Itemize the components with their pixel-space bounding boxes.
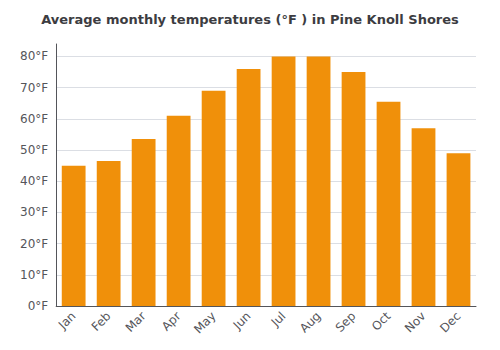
svg-text:70°F: 70°F — [20, 81, 48, 95]
svg-text:Jun: Jun — [230, 309, 254, 333]
svg-text:Nov: Nov — [402, 309, 428, 335]
svg-text:Feb: Feb — [89, 309, 114, 334]
svg-text:Oct: Oct — [369, 309, 394, 334]
svg-text:30°F: 30°F — [20, 205, 48, 219]
svg-text:Aug: Aug — [297, 309, 323, 335]
svg-text:80°F: 80°F — [20, 49, 48, 63]
svg-text:0°F: 0°F — [28, 299, 49, 313]
svg-text:20°F: 20°F — [20, 237, 48, 251]
svg-text:Sep: Sep — [333, 309, 359, 335]
svg-text:Dec: Dec — [437, 309, 463, 335]
svg-text:Apr: Apr — [159, 309, 184, 334]
svg-text:40°F: 40°F — [20, 174, 48, 188]
svg-text:Jan: Jan — [55, 309, 79, 333]
svg-text:Jul: Jul — [268, 309, 289, 330]
svg-text:Mar: Mar — [123, 309, 149, 335]
svg-text:10°F: 10°F — [20, 268, 48, 282]
svg-text:50°F: 50°F — [20, 143, 48, 157]
svg-text:Average monthly temperatures (: Average monthly temperatures (°F ) in Pi… — [41, 12, 459, 27]
svg-text:60°F: 60°F — [20, 112, 48, 126]
svg-text:May: May — [191, 309, 218, 336]
